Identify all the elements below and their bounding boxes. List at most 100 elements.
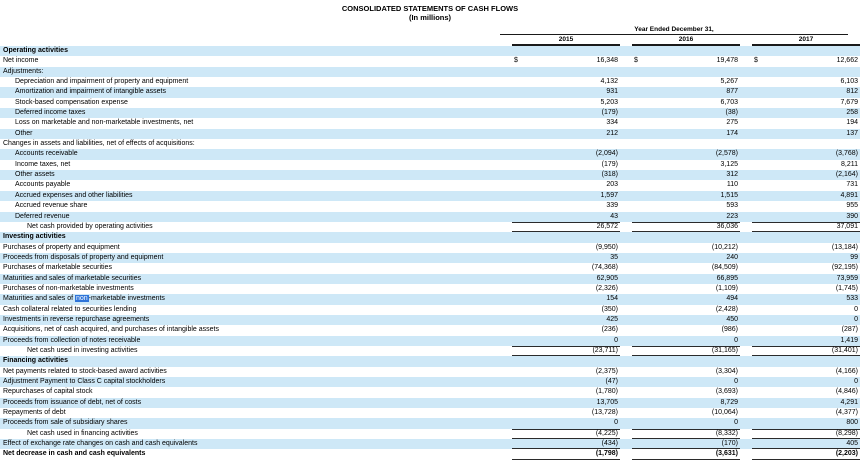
- value-number: 174: [726, 129, 738, 137]
- currency-symbol: $: [634, 57, 638, 65]
- value-cell: (84,509): [632, 263, 740, 273]
- value-cell: (2,164): [752, 170, 860, 180]
- row-label: Cash collateral related to securities le…: [3, 305, 137, 313]
- row-label: Other assets: [15, 171, 55, 179]
- table-row: Deferred revenue 43 223 390: [0, 211, 860, 222]
- value-number: (3,631): [715, 449, 738, 457]
- value-cell: 800: [752, 418, 860, 428]
- value-number: (2,203): [835, 449, 858, 457]
- table-row: Adjustments:: [0, 66, 860, 78]
- value-number: 258: [846, 109, 858, 117]
- year-header-row: 2015 2016 2017: [0, 35, 860, 46]
- row-label: Depreciation and impairment of property …: [15, 78, 189, 86]
- table-row: Investing activities: [0, 232, 860, 243]
- value-number: 6,103: [840, 78, 858, 86]
- value-cell: 450: [632, 315, 740, 325]
- value-number: 66,895: [716, 274, 738, 282]
- value-cell: (47): [512, 377, 620, 387]
- value-number: (170): [721, 439, 738, 447]
- value-cell: [752, 356, 860, 366]
- value-cell: 0: [512, 336, 620, 346]
- value-number: 312: [726, 171, 738, 179]
- row-label: Net payments related to stock-based awar…: [3, 367, 167, 375]
- row-label: Accounts payable: [15, 181, 71, 189]
- value-number: 110: [726, 181, 738, 189]
- value-cell: 62,905: [512, 274, 620, 284]
- value-cell: 1,419: [752, 336, 860, 346]
- value-cell: (318): [512, 170, 620, 180]
- value-cell: 73,959: [752, 274, 860, 284]
- value-number: (13,184): [831, 243, 858, 251]
- value-cell: (8,332): [632, 428, 740, 440]
- row-label: Investments in reverse repurchase agreem…: [3, 315, 150, 323]
- value-number: 0: [854, 378, 858, 385]
- value-cell: 194: [752, 118, 860, 128]
- value-cell: 36,036: [632, 221, 740, 233]
- value-cell: (2,578): [632, 149, 740, 159]
- row-label: Effect of exchange rate changes on cash …: [3, 440, 198, 448]
- table-body: Operating activities Net income $16,348 $19…: [0, 46, 860, 460]
- table-row: Net decrease in cash and cash equivalent…: [0, 449, 860, 460]
- value-cell: 13,705: [512, 398, 620, 408]
- value-number: (1,780): [595, 388, 618, 396]
- value-number: 877: [726, 88, 738, 96]
- value-number: 5,203: [600, 98, 618, 106]
- value-number: (74,368): [591, 264, 618, 272]
- value-number: (92,195): [831, 264, 858, 272]
- value-cell: (4,846): [752, 387, 860, 397]
- value-cell: 0: [632, 336, 740, 346]
- table-row: Proceeds from issuance of debt, net of c…: [0, 397, 860, 409]
- value-number: 0: [854, 305, 858, 313]
- value-cell: 7,679: [752, 98, 860, 108]
- value-cell: 4,891: [752, 191, 860, 201]
- value-number: 3,125: [720, 160, 738, 168]
- value-number: (4,225): [595, 429, 618, 437]
- row-label: Repayments of debt: [3, 409, 66, 417]
- value-number: 0: [734, 336, 738, 344]
- value-number: 16,348: [596, 57, 618, 65]
- value-cell: (2,094): [512, 149, 620, 159]
- value-number: (9,950): [595, 243, 618, 251]
- value-number: 36,036: [716, 222, 738, 230]
- value-cell: 5,267: [632, 77, 740, 87]
- value-number: (2,428): [715, 305, 738, 313]
- value-cell: [512, 46, 620, 56]
- value-cell: (2,203): [752, 449, 860, 460]
- value-cell: (92,195): [752, 263, 860, 273]
- value-cell: 4,291: [752, 398, 860, 408]
- table-row: Cash collateral related to securities le…: [0, 305, 860, 315]
- value-number: 450: [726, 315, 738, 323]
- value-cell: 223: [632, 212, 740, 222]
- value-cell: 174: [632, 129, 740, 139]
- row-label-text: Maturities and sales of: [3, 295, 75, 303]
- value-cell: 8,729: [632, 398, 740, 408]
- value-cell: (179): [512, 160, 620, 170]
- value-cell: 955: [752, 201, 860, 211]
- value-number: 275: [726, 119, 738, 127]
- value-cell: (13,728): [512, 408, 620, 418]
- row-label: Proceeds from collection of notes receiv…: [3, 336, 141, 344]
- value-number: 0: [734, 419, 738, 427]
- page-title: CONSOLIDATED STATEMENTS OF CASH FLOWS: [341, 4, 519, 13]
- value-cell: 5,203: [512, 98, 620, 108]
- value-number: 731: [846, 181, 858, 189]
- value-cell: 390: [752, 212, 860, 222]
- table-row: Maturities and sales of non-marketable i…: [0, 294, 860, 305]
- value-cell: 425: [512, 315, 620, 325]
- value-number: (4,846): [835, 388, 858, 396]
- value-cell: 275: [632, 118, 740, 128]
- value-number: 12,662: [836, 57, 858, 65]
- value-cell: (4,166): [752, 367, 860, 377]
- value-number: 154: [606, 295, 618, 303]
- value-cell: (179): [512, 108, 620, 118]
- value-number: (350): [601, 305, 618, 313]
- row-label: Proceeds from issuance of debt, net of c…: [3, 398, 142, 406]
- row-label: Adjustments:: [3, 67, 44, 75]
- value-cell: (434): [512, 439, 620, 450]
- value-number: 19,478: [716, 57, 738, 65]
- row-label: Maturities and sales of marketable secur…: [3, 274, 142, 282]
- value-number: 812: [846, 88, 858, 96]
- table-row: Amortization and impairment of intangibl…: [0, 87, 860, 98]
- value-cell: 37,091: [752, 221, 860, 233]
- value-cell: (10,212): [632, 243, 740, 253]
